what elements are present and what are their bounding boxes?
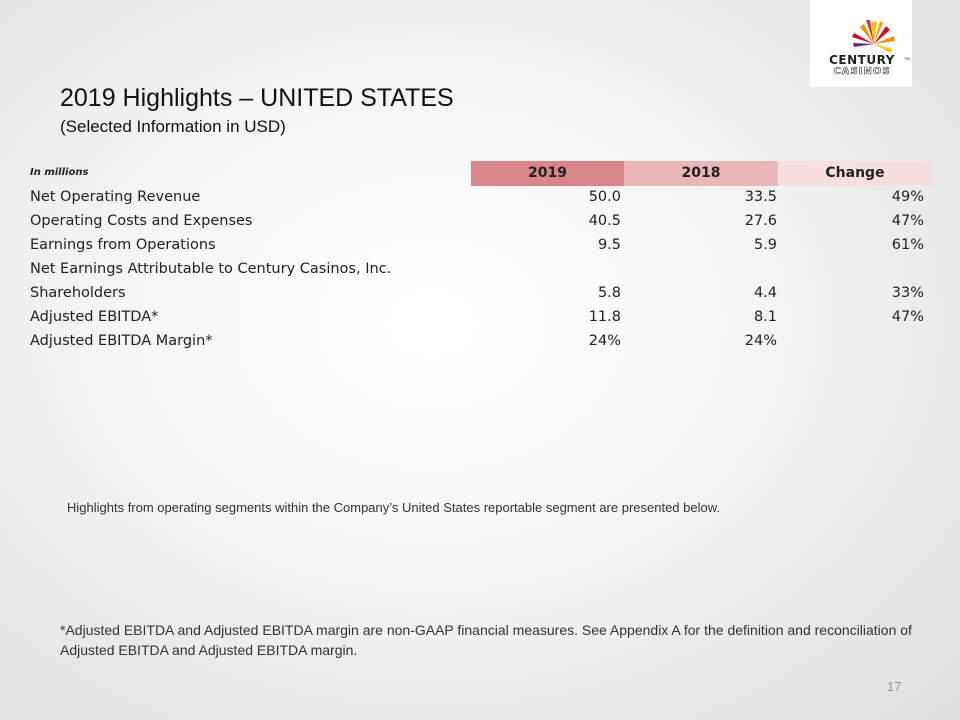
- logo-trademark: TM: [904, 56, 910, 61]
- value-2019: 24%: [588, 333, 621, 349]
- century-casinos-logo: CENTURY TM CASINOS: [810, 0, 912, 87]
- table-row: Adjusted EBITDA Margin* 24% 24%: [24, 330, 932, 354]
- row-label: Net Earnings Attributable to Century Cas…: [30, 261, 392, 277]
- value-2018: 8.1: [753, 309, 777, 325]
- value-2018: 4.4: [753, 285, 777, 301]
- value-change: 49%: [891, 189, 924, 205]
- value-2019: 11.8: [588, 309, 621, 325]
- table-row: Net Operating Revenue 50.0 33.5 49%: [24, 186, 932, 210]
- table-row: Net Earnings Attributable to Century Cas…: [24, 258, 932, 282]
- value-change: 47%: [891, 213, 924, 229]
- value-2019: 9.5: [597, 237, 621, 253]
- value-change: 33%: [891, 285, 924, 301]
- table-row: Adjusted EBITDA* 11.8 8.1 47%: [24, 306, 932, 330]
- slide-title: 2019 Highlights – UNITED STATES: [60, 84, 454, 112]
- segment-note: Highlights from operating segments withi…: [67, 500, 721, 515]
- slide-subtitle: (Selected Information in USD): [60, 117, 286, 136]
- value-change: 47%: [891, 309, 924, 325]
- value-2018: 33.5: [744, 189, 777, 205]
- table-body: Net Operating Revenue 50.0 33.5 49% Operatin…: [24, 186, 932, 354]
- value-2018: 24%: [744, 333, 777, 349]
- value-change: 61%: [891, 237, 924, 253]
- value-2019: 5.8: [597, 285, 621, 301]
- row-label: Net Operating Revenue: [30, 189, 201, 205]
- row-label: Earnings from Operations: [30, 237, 216, 253]
- row-label: Operating Costs and Expenses: [30, 213, 253, 229]
- table-row: Shareholders 5.8 4.4 33%: [24, 282, 932, 306]
- footnote: *Adjusted EBITDA and Adjusted EBITDA mar…: [60, 622, 912, 658]
- value-2018: 27.6: [744, 213, 777, 229]
- logo-wordmark-century: CENTURY: [829, 53, 895, 67]
- page-number: 17: [887, 679, 902, 694]
- row-label: Adjusted EBITDA Margin*: [30, 333, 213, 349]
- column-header-2019: 2019: [471, 161, 624, 186]
- table-row: Earnings from Operations 9.5 5.9 61%: [24, 234, 932, 258]
- value-2018: 5.9: [753, 237, 777, 253]
- logo-wordmark-casinos: CASINOS: [833, 66, 891, 78]
- units-label: In millions: [30, 167, 89, 178]
- column-header-change: Change: [778, 161, 932, 186]
- starburst-logo-icon: [852, 20, 895, 53]
- highlights-table: In millions 2019 2018 Change Net Operati…: [24, 161, 932, 354]
- row-label: Shareholders: [30, 285, 126, 301]
- row-label: Adjusted EBITDA*: [30, 309, 159, 325]
- value-2019: 50.0: [588, 189, 621, 205]
- column-header-2018: 2018: [624, 161, 778, 186]
- table-header-row: In millions 2019 2018 Change: [24, 161, 932, 186]
- table-row: Operating Costs and Expenses 40.5 27.6 47%: [24, 210, 932, 234]
- value-2019: 40.5: [588, 213, 621, 229]
